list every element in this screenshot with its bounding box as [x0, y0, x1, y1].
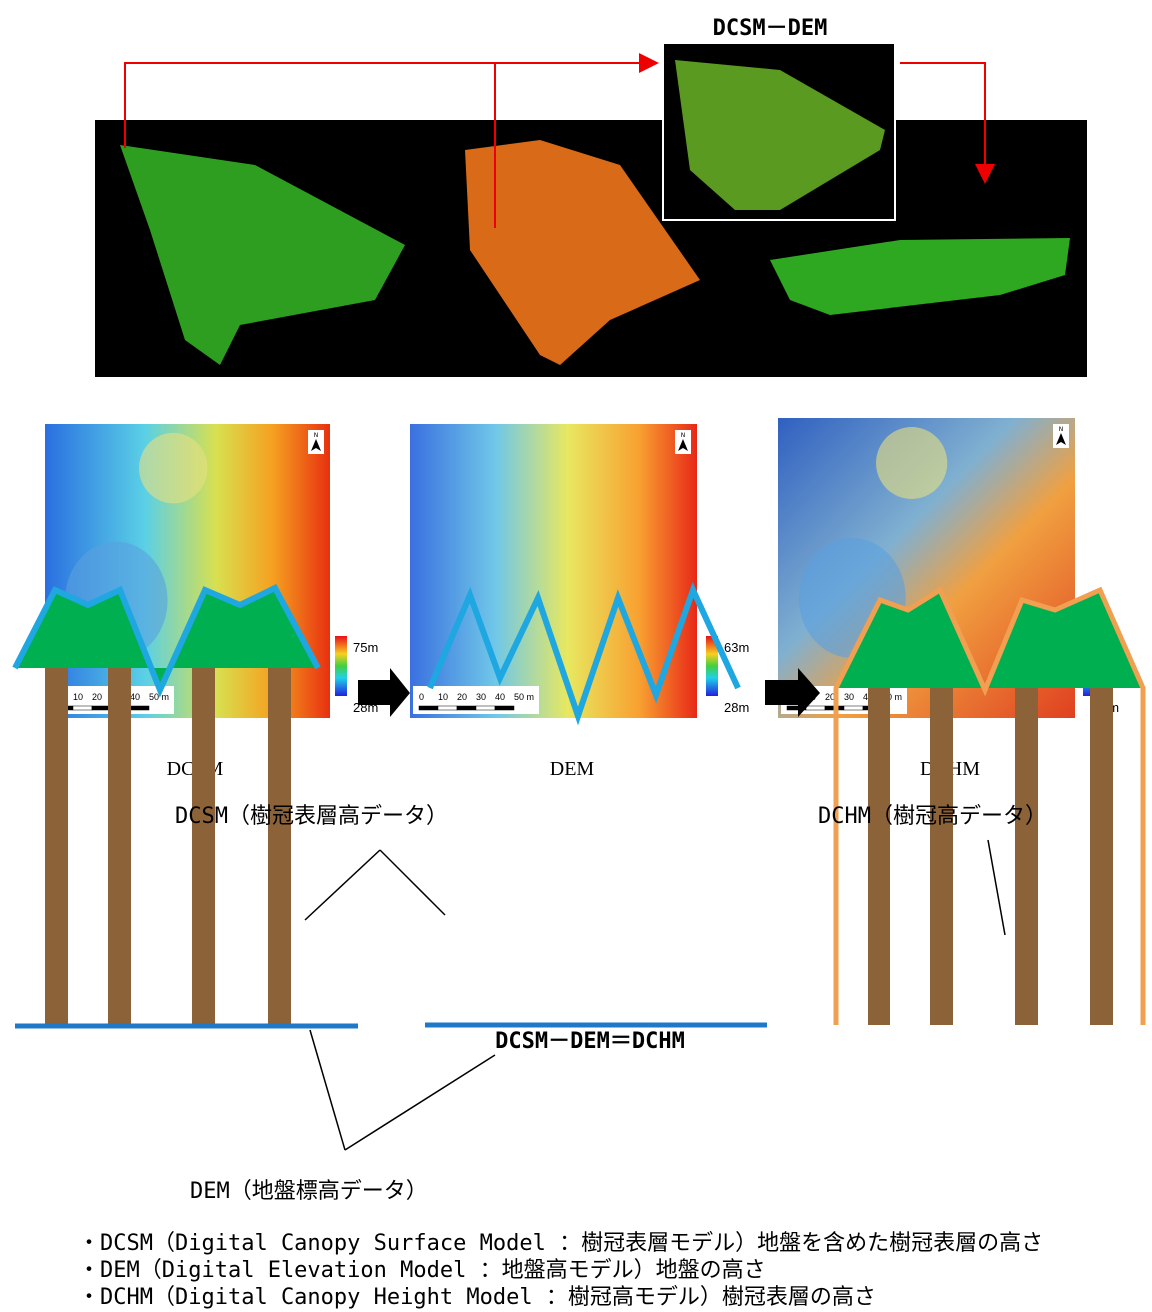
scale-label: 20	[92, 692, 102, 702]
scale-label: 0	[419, 692, 424, 702]
colorbar-max: 63m	[724, 640, 749, 655]
map-texture	[876, 427, 947, 499]
scale-label: 10	[438, 692, 448, 702]
north-label: N	[314, 432, 319, 439]
colorbar-max: 75m	[353, 640, 378, 655]
scale-segment	[438, 706, 457, 710]
scale-label: 30	[476, 692, 486, 702]
dem-label: DEM（地盤標高データ）	[190, 1179, 428, 1204]
formula: DCSM－DEM＝DCHM	[495, 1029, 685, 1054]
scale-segment	[476, 706, 495, 710]
panel-title: DCSM－DEM	[713, 16, 828, 41]
scale-segment	[130, 706, 149, 710]
north-label: N	[681, 432, 686, 439]
scale-label: 30	[844, 692, 854, 702]
note: ・DCSM（Digital Canopy Surface Model ：樹冠表層…	[78, 1231, 1043, 1256]
scale-segment	[844, 706, 863, 710]
map-texture	[139, 433, 207, 504]
note: ・DCHM（Digital Canopy Height Model ：樹冠高モデ…	[78, 1285, 876, 1310]
notes: ・DCSM（Digital Canopy Surface Model ：樹冠表層…	[78, 1231, 1043, 1310]
scale-label: 10	[73, 692, 83, 702]
map-caption: DEM	[550, 758, 595, 780]
scale-label: 40	[130, 692, 140, 702]
scale-label: 40	[495, 692, 505, 702]
scale-segment	[495, 706, 514, 710]
dchm-label: DCHM（樹冠高データ）	[818, 804, 1047, 829]
scale-label: 50 m	[514, 692, 534, 702]
north-label: N	[1059, 426, 1064, 433]
colorbar	[335, 636, 347, 696]
scale-segment	[806, 706, 825, 710]
map-image	[410, 424, 697, 718]
scale-label: 20	[457, 692, 467, 702]
point-cloud-panel: DCSM－DEM	[95, 16, 1087, 377]
dcsm-label: DCSM（樹冠表層高データ）	[175, 804, 448, 829]
colorbar-min: 28m	[724, 700, 749, 715]
scale-segment	[457, 706, 476, 710]
note: ・DEM（Digital Elevation Model ：地盤高モデル）地盤の…	[78, 1258, 766, 1283]
scale-segment	[73, 706, 92, 710]
page: DCSM－DEM N01020304050 m75m28mDCSMN010203…	[0, 0, 1152, 1312]
scale-segment	[419, 706, 438, 710]
